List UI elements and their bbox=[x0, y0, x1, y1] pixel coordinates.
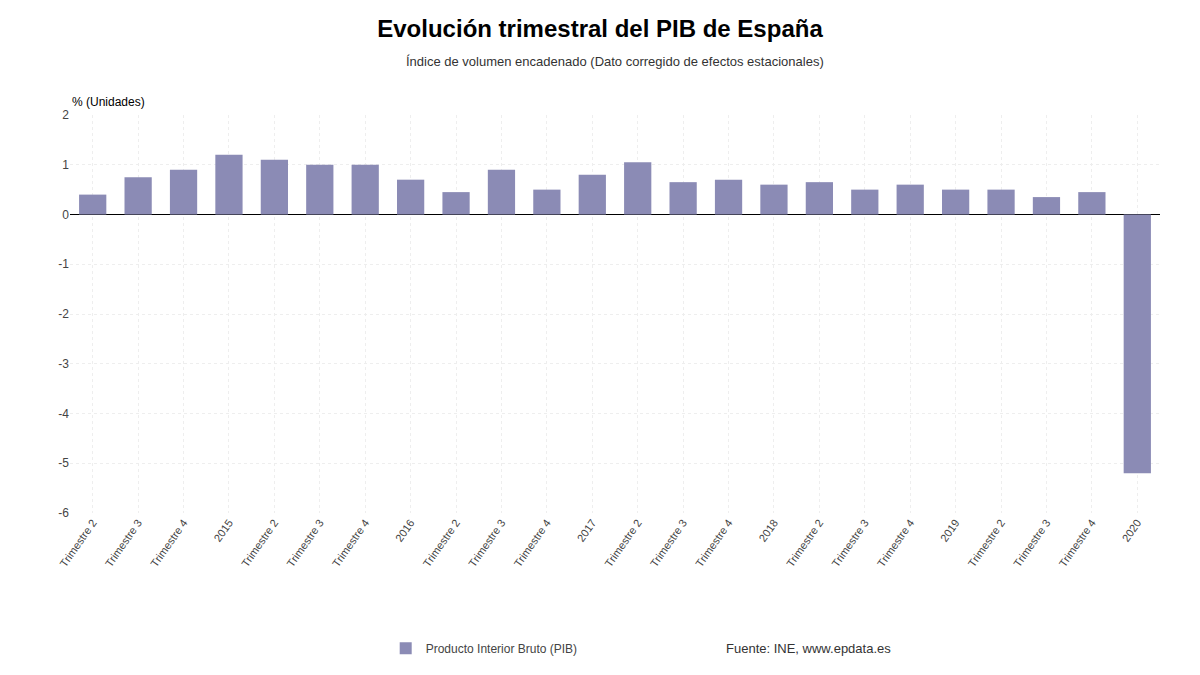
svg-text:Trimestre 2: Trimestre 2 bbox=[602, 517, 644, 569]
svg-text:Trimestre 4: Trimestre 4 bbox=[693, 517, 735, 569]
svg-text:0: 0 bbox=[62, 208, 69, 222]
svg-text:Trimestre 2: Trimestre 2 bbox=[784, 517, 826, 569]
svg-text:Trimestre 4: Trimestre 4 bbox=[1057, 517, 1099, 569]
svg-text:1: 1 bbox=[62, 158, 69, 172]
svg-text:2018: 2018 bbox=[756, 517, 780, 544]
svg-text:2019: 2019 bbox=[938, 517, 962, 544]
svg-text:-5: -5 bbox=[58, 456, 69, 470]
svg-text:-2: -2 bbox=[58, 307, 69, 321]
svg-text:Trimestre 4: Trimestre 4 bbox=[512, 517, 554, 569]
svg-text:% (Unidades): % (Unidades) bbox=[72, 95, 145, 109]
svg-text:Trimestre 4: Trimestre 4 bbox=[875, 517, 917, 569]
svg-text:Fuente: INE, www.epdata.es: Fuente: INE, www.epdata.es bbox=[726, 641, 891, 656]
svg-text:Trimestre 4: Trimestre 4 bbox=[330, 517, 372, 569]
svg-text:Evolución trimestral del PIB d: Evolución trimestral del PIB de España bbox=[377, 15, 823, 42]
svg-text:Trimestre 3: Trimestre 3 bbox=[103, 517, 145, 569]
svg-text:Trimestre 2: Trimestre 2 bbox=[239, 517, 281, 569]
svg-text:-3: -3 bbox=[58, 357, 69, 371]
svg-text:2: 2 bbox=[62, 108, 69, 122]
svg-text:Trimestre 3: Trimestre 3 bbox=[648, 517, 690, 569]
svg-text:-1: -1 bbox=[58, 257, 69, 271]
svg-text:Trimestre 3: Trimestre 3 bbox=[1011, 517, 1053, 569]
svg-text:Trimestre 2: Trimestre 2 bbox=[966, 517, 1008, 569]
svg-text:Trimestre 2: Trimestre 2 bbox=[57, 517, 99, 569]
svg-text:2015: 2015 bbox=[211, 517, 235, 544]
svg-text:-4: -4 bbox=[58, 407, 69, 421]
svg-text:2017: 2017 bbox=[575, 517, 599, 544]
svg-text:2020: 2020 bbox=[1120, 517, 1144, 544]
svg-text:Trimestre 4: Trimestre 4 bbox=[148, 517, 190, 569]
svg-text:-6: -6 bbox=[58, 506, 69, 520]
svg-text:Trimestre 3: Trimestre 3 bbox=[829, 517, 871, 569]
svg-text:Trimestre 2: Trimestre 2 bbox=[421, 517, 463, 569]
svg-text:Índice de volumen encadenado (: Índice de volumen encadenado (Dato corre… bbox=[406, 54, 824, 69]
svg-text:Trimestre 3: Trimestre 3 bbox=[284, 517, 326, 569]
svg-text:Producto Interior Bruto (PIB): Producto Interior Bruto (PIB) bbox=[426, 642, 577, 656]
svg-text:Trimestre 3: Trimestre 3 bbox=[466, 517, 508, 569]
svg-text:2016: 2016 bbox=[393, 517, 417, 544]
